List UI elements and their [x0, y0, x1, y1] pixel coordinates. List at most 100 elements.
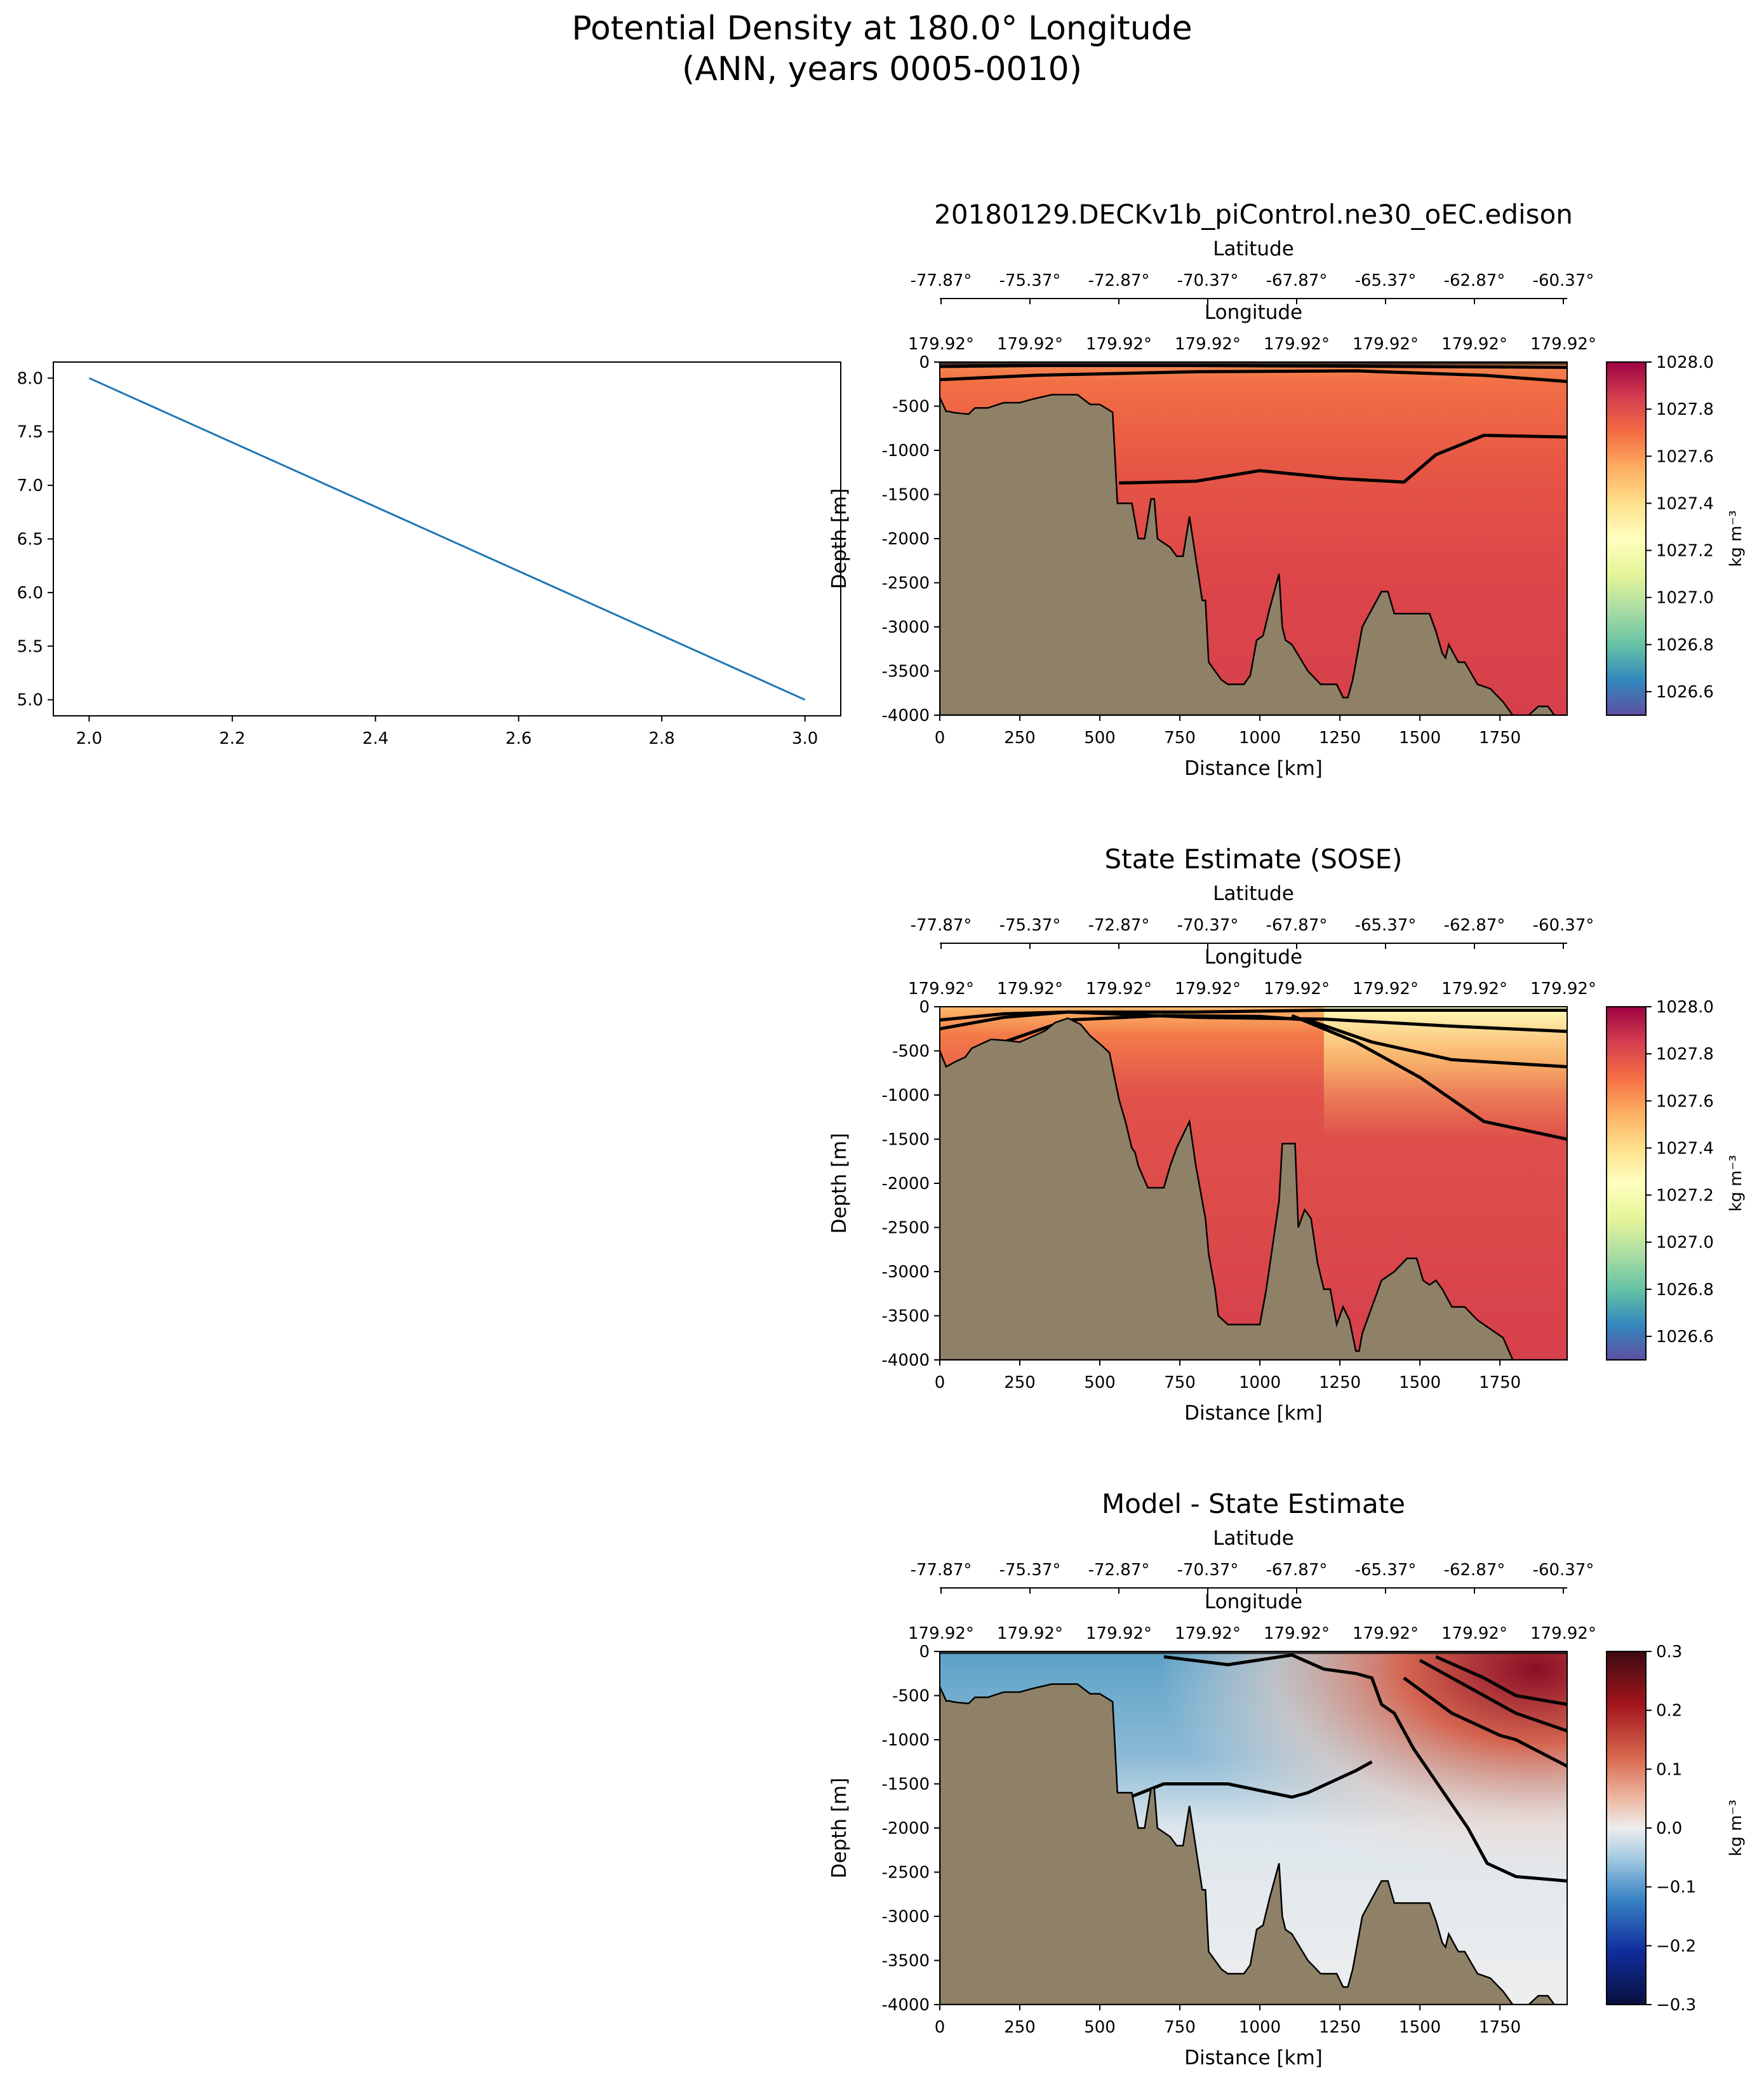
- x-tick-label: 250: [1004, 1373, 1036, 1392]
- y-axis-label: Depth [m]: [828, 1133, 851, 1234]
- colorbar-tick-label: 0.0: [1656, 1819, 1682, 1838]
- latitude-tick-label: -62.87°: [1444, 271, 1506, 290]
- contour-line: [940, 369, 1567, 384]
- contour-line: [1003, 1014, 1567, 1069]
- x-tick-label: 750: [1164, 2018, 1196, 2037]
- colorbar-tick-label: −0.3: [1656, 1996, 1696, 2015]
- longitude-tick-label: 179.92°: [1353, 1624, 1419, 1643]
- latitude-tick-label: -75.37°: [999, 271, 1061, 290]
- latitude-tick-label: -65.37°: [1355, 271, 1417, 290]
- latitude-tick-label: -62.87°: [1444, 916, 1506, 935]
- longitude-axis-label: Longitude: [1205, 1590, 1302, 1613]
- x-axis-label: Distance [km]: [1184, 757, 1323, 780]
- y-axis-label: Depth [m]: [828, 488, 851, 589]
- x-tick-label: 500: [1084, 1373, 1116, 1392]
- longitude-tick-label: 179.92°: [1441, 335, 1507, 354]
- colorbar-tick-label: 0.1: [1656, 1760, 1682, 1779]
- latitude-tick-label: -77.87°: [911, 271, 972, 290]
- data-line-series: [88, 377, 806, 701]
- longitude-tick-label: 179.92°: [997, 979, 1063, 998]
- colorbar-tick-label: 1027.8: [1656, 400, 1714, 419]
- colorbar: [1606, 361, 1647, 716]
- y-tick-label: -2000: [881, 1819, 930, 1838]
- longitude-tick-label: 179.92°: [908, 979, 974, 998]
- longitude-axis-label: Longitude: [1205, 301, 1302, 324]
- seafloor-bathymetry: [940, 1017, 1567, 1360]
- y-tick-label: 6.0: [17, 584, 43, 603]
- y-tick-label: 0: [919, 353, 930, 372]
- longitude-tick-label: 179.92°: [1264, 979, 1330, 998]
- colorbar-tick-label: 1027.4: [1656, 1139, 1714, 1158]
- colorbar-tick-label: 1026.8: [1656, 636, 1714, 655]
- x-tick-label: 1500: [1399, 729, 1441, 748]
- longitude-tick-label: 179.92°: [1086, 979, 1152, 998]
- latitude-tick-label: -72.87°: [1088, 1561, 1150, 1580]
- panel-title: Model - State Estimate: [1102, 1488, 1405, 1519]
- y-tick-label: -1000: [881, 1086, 930, 1105]
- figure-title-line1: Potential Density at 180.0° Longitude: [571, 10, 1192, 48]
- difference-transect-panel: Model - State Estimate Latitude Longitude -…: [828, 1488, 1746, 2069]
- longitude-tick-label: 179.92°: [1175, 335, 1241, 354]
- latitude-tick-label: -72.87°: [1088, 271, 1150, 290]
- y-tick-label: 8.0: [17, 369, 43, 388]
- sose-transect-panel: State Estimate (SOSE) Latitude Longitude -7…: [828, 844, 1746, 1425]
- latitude-tick-label: -67.87°: [1266, 916, 1328, 935]
- x-tick-label: 500: [1084, 729, 1116, 748]
- seafloor-bathymetry: [940, 1683, 1567, 2005]
- x-tick-label: 1500: [1399, 1373, 1441, 1392]
- latitude-axis-label: Latitude: [1213, 1527, 1294, 1550]
- y-tick-label: -2500: [881, 1219, 930, 1238]
- longitude-tick-label: 179.92°: [1530, 979, 1596, 998]
- surface-layer: [940, 1651, 1567, 1655]
- y-tick-label: -4000: [881, 1996, 930, 2015]
- y-tick-label: -3500: [881, 1952, 930, 1971]
- latitude-tick-label: -60.37°: [1533, 916, 1594, 935]
- figure-title-line2: (ANN, years 0005-0010): [682, 50, 1082, 88]
- colorbar-tick-label: 1027.2: [1656, 1186, 1714, 1206]
- contour-line: [1163, 1653, 1567, 1883]
- y-tick-label: -2500: [881, 1864, 930, 1883]
- x-tick-label: 2.4: [363, 729, 389, 748]
- x-tick-label: 1500: [1399, 2018, 1441, 2037]
- latitude-tick-label: -70.37°: [1177, 271, 1239, 290]
- model-transect-panel: 20180129.DECKv1b_piControl.ne30_oEC.edis…: [828, 199, 1746, 780]
- y-tick-label: -1000: [881, 441, 930, 460]
- y-tick-label: 0: [919, 1643, 930, 1662]
- y-tick-label: 5.0: [17, 691, 43, 710]
- x-tick-label: 1250: [1319, 1373, 1361, 1392]
- y-tick-label: 7.5: [17, 423, 43, 442]
- colorbar-tick-label: 1026.8: [1656, 1280, 1714, 1300]
- x-tick-label: 2.0: [76, 729, 102, 748]
- colorbar-tick-label: 1026.6: [1656, 1328, 1714, 1347]
- latitude-tick-label: -62.87°: [1444, 1561, 1506, 1580]
- colorbar-tick-label: 1028.0: [1656, 998, 1714, 1017]
- contour-line: [1291, 1014, 1567, 1141]
- longitude-tick-label: 179.92°: [1086, 335, 1152, 354]
- y-tick-label: -3500: [881, 662, 930, 682]
- latitude-tick-label: -75.37°: [999, 916, 1061, 935]
- latitude-tick-label: -67.87°: [1266, 271, 1328, 290]
- latitude-tick-label: -65.37°: [1355, 916, 1417, 935]
- contour-line: [940, 364, 1567, 369]
- x-tick-label: 500: [1084, 2018, 1116, 2037]
- y-tick-label: 0: [919, 998, 930, 1017]
- longitude-tick-label: 179.92°: [1441, 1624, 1507, 1643]
- x-tick-label: 2.8: [649, 729, 675, 748]
- y-tick-label: -500: [892, 1687, 930, 1706]
- colorbar-tick-label: 1027.2: [1656, 542, 1714, 561]
- longitude-tick-label: 179.92°: [908, 335, 974, 354]
- contour-line: [1403, 1676, 1567, 1768]
- latitude-tick-label: -60.37°: [1533, 271, 1594, 290]
- contour-line: [1119, 433, 1567, 485]
- y-tick-label: -3000: [881, 1263, 930, 1282]
- longitude-tick-label: 179.92°: [1530, 335, 1596, 354]
- latitude-axis-label: Latitude: [1213, 882, 1294, 905]
- colorbar-tick-label: 1027.0: [1656, 589, 1714, 608]
- longitude-tick-label: 179.92°: [997, 335, 1063, 354]
- contour-line: [1435, 1655, 1567, 1706]
- colorbar-tick-label: 1027.0: [1656, 1233, 1714, 1253]
- colorbar-label: kg m⁻³: [1727, 510, 1746, 567]
- colorbar-tick-label: 1027.4: [1656, 494, 1714, 513]
- surface-layer: [940, 362, 1567, 365]
